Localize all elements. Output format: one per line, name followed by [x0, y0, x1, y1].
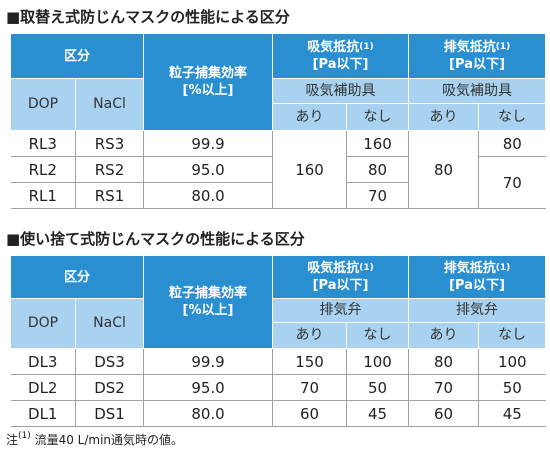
cell: 150: [272, 348, 348, 375]
text: [Pa以下]: [449, 278, 505, 293]
header: DOP: [10, 78, 76, 131]
header: あり: [408, 322, 480, 349]
cell: 60: [408, 400, 480, 427]
cell: 95.0: [143, 156, 274, 183]
cell: 95.0: [143, 374, 274, 401]
cell: 50: [346, 374, 410, 401]
cell: DL1: [10, 400, 76, 427]
cell: 80: [478, 130, 546, 157]
text: 吸気抵抗: [307, 261, 360, 276]
header: NaCl: [74, 298, 145, 349]
table: 区分 粒子捕集効率 [%以上] 吸気抵抗(1) [Pa以下] 排気抵抗(1) [Pa以…: [9, 33, 547, 209]
header: 排気弁: [272, 298, 410, 323]
header: あり: [272, 103, 348, 131]
cell: 80.0: [143, 182, 274, 209]
cell: DS3: [74, 348, 145, 375]
header: なし: [478, 322, 547, 349]
text: (1): [359, 42, 374, 52]
cell: 80: [346, 156, 410, 183]
cell: 45: [346, 400, 410, 427]
cell: 99.9: [143, 130, 274, 157]
cell: DS1: [74, 400, 145, 427]
text: [Pa以下]: [312, 57, 369, 72]
cell: DL2: [10, 374, 76, 401]
cell: RS2: [74, 156, 145, 183]
text: 排気抵抗: [443, 40, 496, 55]
cell: 45: [478, 400, 546, 427]
cell: 70: [346, 182, 409, 209]
header: あり: [272, 322, 348, 349]
cell: 80: [408, 348, 480, 375]
text: 排気抵抗: [443, 261, 496, 276]
cell: DS2: [74, 374, 145, 401]
header: 排気抵抗(1) [Pa以下]: [408, 33, 547, 79]
header: DOP: [10, 298, 76, 349]
text: [Pa以下]: [312, 278, 369, 293]
cell: 80.0: [143, 400, 274, 427]
cell: 80: [408, 130, 480, 209]
text: 粒子捕集効率: [169, 66, 248, 81]
cell: RL2: [10, 156, 76, 183]
header: なし: [478, 103, 547, 131]
table: 区分 粒子捕集効率 [%以上] 吸気抵抗(1) [Pa以下] 排気抵抗(1) [Pa以…: [9, 255, 547, 427]
header: NaCl: [74, 78, 145, 131]
text: 粒子捕集効率: [169, 286, 248, 301]
header: 吸気抵抗(1) [Pa以下]: [272, 33, 410, 79]
cell: 100: [478, 348, 546, 375]
text: (1): [359, 263, 374, 273]
header: 粒子捕集効率 [%以上]: [143, 33, 274, 131]
cell: DL3: [10, 348, 76, 375]
cell: 50: [478, 374, 546, 401]
text: 吸気抵抗: [307, 40, 360, 55]
header: 吸気補助具: [272, 78, 410, 104]
cell: 160: [346, 130, 410, 157]
header: 区分: [9, 33, 145, 79]
cell: RL1: [10, 182, 76, 209]
text: 流量40 L/min通気時の値。: [34, 433, 184, 447]
header: 排気抵抗(1) [Pa以下]: [408, 255, 547, 299]
cell: 70: [408, 374, 480, 401]
text: (1): [495, 42, 511, 52]
header: 区分: [9, 255, 145, 299]
cell: 70: [478, 156, 546, 209]
cell: RS1: [74, 182, 145, 209]
header: 吸気補助具: [408, 78, 547, 104]
header: 粒子捕集効率 [%以上]: [143, 255, 274, 349]
cell: RL3: [10, 130, 76, 157]
header: 吸気抵抗(1) [Pa以下]: [272, 255, 410, 299]
section-title: ■取替え式防じんマスクの性能による区分: [6, 8, 290, 26]
text: [Pa以下]: [449, 57, 505, 72]
header: 排気弁: [408, 298, 547, 323]
text: (1): [495, 263, 511, 273]
cell: 99.9: [143, 348, 274, 375]
cell: 60: [272, 400, 348, 427]
cell: 160: [272, 130, 348, 209]
text: (1): [18, 431, 31, 441]
header: なし: [346, 103, 410, 131]
text: 注: [6, 433, 19, 447]
section-title: ■使い捨て式防じんマスクの性能による区分: [6, 230, 305, 248]
text: [%以上]: [182, 303, 234, 318]
cell: RS3: [74, 130, 145, 157]
header: なし: [346, 322, 410, 349]
footnote: 注(1) 流量40 L/min通気時の値。: [6, 431, 183, 448]
text: [%以上]: [182, 83, 234, 98]
cell: 70: [272, 374, 348, 401]
header: あり: [408, 103, 480, 131]
cell: 100: [346, 348, 410, 375]
